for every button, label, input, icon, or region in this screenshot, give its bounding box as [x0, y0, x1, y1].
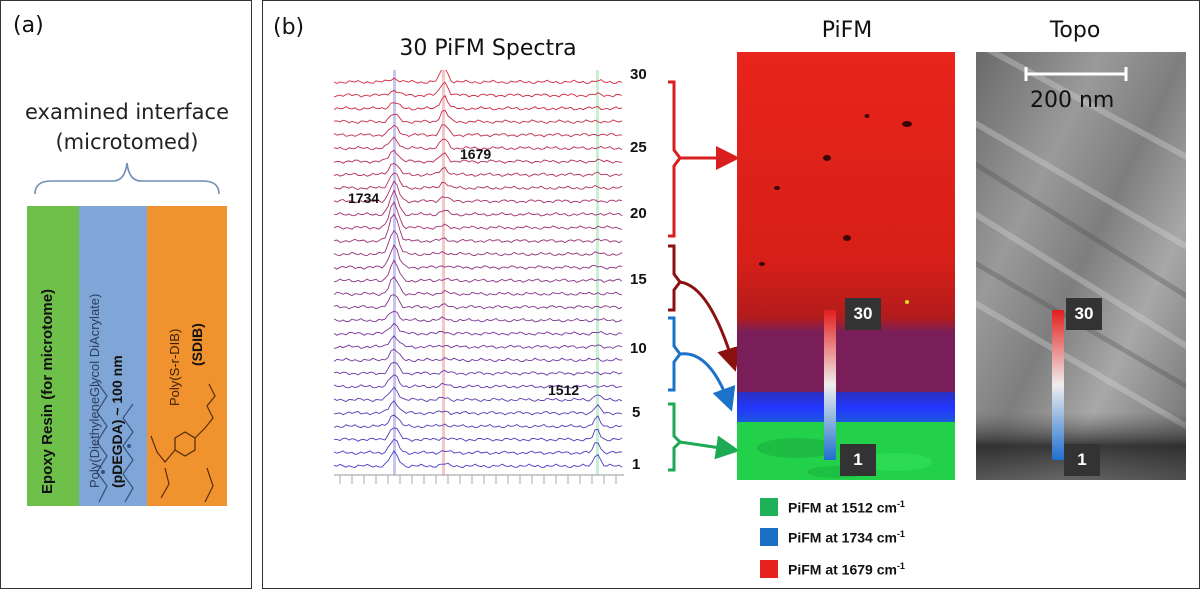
spectrum-number-30: 30	[630, 66, 647, 83]
spectrum-trace	[334, 335, 623, 349]
spectrum-trace	[334, 163, 623, 178]
spectrum-trace	[334, 94, 623, 111]
spectrum-trace	[334, 149, 623, 164]
spectrum-trace	[334, 294, 623, 310]
spectrum-number-20: 20	[630, 205, 647, 222]
topo-image	[976, 52, 1186, 480]
panel-a: (a) examined interface (microtomed) Epox…	[0, 0, 252, 589]
peak-1512-label: 1512	[548, 382, 580, 398]
spectrum-number-10: 10	[630, 340, 647, 357]
spectrum-number-25: 25	[630, 139, 647, 156]
topo-colorbar-top-label: 30	[1066, 298, 1102, 330]
region-brackets	[668, 80, 741, 472]
spectrum-trace	[334, 310, 623, 323]
topo-colorbar-bottom-label: 1	[1064, 444, 1100, 476]
spectrum-trace	[334, 374, 623, 389]
spectrum-trace	[334, 438, 623, 455]
peak-1734-label: 1734	[348, 190, 380, 206]
spectrum-trace	[334, 189, 623, 217]
legend-swatch-green	[760, 498, 778, 516]
spectrum-trace	[334, 276, 623, 297]
spectrum-trace	[334, 172, 623, 191]
spectrum-trace	[334, 386, 623, 403]
spectrum-trace	[334, 201, 623, 230]
spectrum-trace	[334, 70, 623, 85]
legend-1734-sup: -1	[896, 529, 905, 539]
spectra-traces	[334, 70, 623, 468]
sdib-layer-label-line2: (SDIB)	[189, 323, 205, 366]
spectrum-trace	[334, 361, 623, 376]
legend-swatch-red	[760, 560, 778, 578]
spectrum-number-15: 15	[630, 271, 647, 288]
spectrum-trace	[334, 109, 623, 124]
panel-b-label: (b)	[273, 15, 305, 40]
pdegda-layer: Poly(DiethyleneGlycol DiAcrylate) (pDEGD…	[79, 206, 147, 506]
spectrum-trace	[334, 450, 623, 468]
pifm-image	[737, 52, 955, 480]
epoxy-layer-label: Epoxy Resin (for microtome)	[39, 288, 56, 494]
peak-1679-label: 1679	[460, 146, 492, 162]
pifm-colorbar-top-label: 30	[845, 298, 881, 330]
epoxy-layer: Epoxy Resin (for microtome)	[27, 206, 79, 506]
spectrum-trace	[334, 136, 623, 151]
legend-1512-text: PiFM at 1512 cm	[788, 499, 897, 516]
spectrum-trace	[334, 400, 623, 416]
spectrum-trace	[334, 414, 623, 429]
spectrum-trace	[334, 81, 623, 98]
spectrum-trace	[334, 124, 623, 138]
spectrum-trace	[334, 259, 623, 283]
spectrum-trace	[334, 322, 623, 336]
spectrum-trace	[334, 180, 623, 204]
pifm-spectra-plot	[334, 70, 624, 492]
legend-1679-sup: -1	[896, 561, 905, 571]
pifm-title: PiFM	[821, 18, 873, 43]
pdegda-layer-label-line2: (pDEGDA) ~ 100 nm	[109, 355, 125, 488]
spectrum-trace	[334, 244, 623, 270]
sdib-structure-icon	[150, 383, 216, 503]
legend-1679-text: PiFM at 1679 cm	[788, 561, 897, 578]
spectra-axis-ticks	[339, 475, 617, 484]
spectrum-number-5: 5	[632, 404, 641, 421]
topo-title: Topo	[1049, 18, 1101, 43]
sdib-layer-label-line1: Poly(S-r-DIB)	[167, 328, 182, 406]
spectrum-trace	[334, 229, 623, 257]
panel-a-label: (a)	[13, 13, 44, 38]
legend-swatch-blue	[760, 528, 778, 546]
scale-bar-label: 200 nm	[1030, 88, 1115, 113]
pifm-colorbar-bottom-label: 1	[840, 444, 876, 476]
pdegda-layer-label-line1: Poly(DiethyleneGlycol DiAcrylate)	[87, 293, 102, 488]
spectrum-trace	[334, 348, 623, 363]
interface-brace	[34, 162, 220, 195]
pdegda-structure-icon	[96, 381, 134, 503]
spectrum-trace	[334, 427, 623, 442]
legend-1512-sup: -1	[896, 499, 905, 509]
interface-caption-line1: examined interface	[24, 100, 230, 124]
sdib-layer: Poly(S-r-DIB) (SDIB)	[147, 206, 227, 506]
spectra-title: 30 PiFM Spectra	[399, 36, 577, 61]
spectrum-trace	[334, 213, 623, 244]
spectrum-number-1: 1	[632, 456, 641, 473]
interface-caption-line2: (microtomed)	[55, 130, 199, 154]
legend-1734-text: PiFM at 1734 cm	[788, 529, 897, 546]
